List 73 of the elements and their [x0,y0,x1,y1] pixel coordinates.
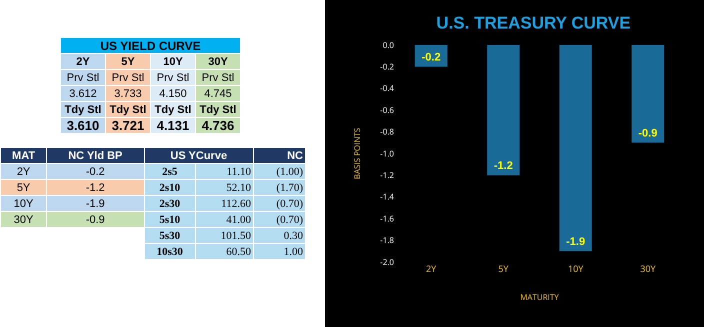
text: 4.736 [202,118,234,133]
x-tick-label: 10Y [568,262,584,275]
y-tick-label: -1.0 [380,148,394,160]
data-label: -0.9 [638,128,658,140]
y-tick-label: -0.2 [380,62,394,72]
data-label: -1.9 [566,236,586,248]
text: Prv Stl [112,72,144,84]
text: -1.2 [86,182,105,194]
text: 30Y [208,56,228,68]
text: 3.733 [114,88,142,100]
text: 1.00 [284,246,303,258]
text: 10Y [14,198,34,210]
y-tick-label: -0.8 [380,126,394,138]
y-tick-label: -1.4 [380,192,394,203]
text: 4.745 [204,88,232,100]
text: 30Y [14,214,34,226]
text: 10Y [163,56,183,68]
text: 4.131 [156,118,190,133]
text: Tdy Stl [64,104,102,116]
text: 112.60 [221,198,251,210]
text: 4.150 [159,88,187,100]
y-tick-label: -1.2 [380,170,394,181]
text: 5Y [16,182,30,194]
text: 2s10 [159,182,180,194]
text: -0.2 [86,166,105,178]
text: 2Y [76,56,90,68]
text: 5s10 [159,214,180,226]
text: 2s30 [159,198,180,210]
y-tick-label: -1.8 [380,235,394,246]
text: Tdy Stl [154,104,192,116]
text: MAT [12,150,36,162]
data-label: -0.2 [422,52,441,64]
text: NC [287,150,303,162]
y-axis-title: BASIS POINTS [352,128,363,180]
text: 0.30 [284,230,303,242]
text: Tdy Stl [200,104,236,116]
text: 101.50 [220,230,251,242]
text: 5s30 [159,230,180,242]
text: 5Y [121,56,135,68]
chart-title: U.S. TREASURY CURVE [436,13,631,32]
y-tick-label: -2.0 [380,256,394,268]
text: Prv Stl [202,72,234,84]
text: (1.70) [276,182,303,194]
text: (0.70) [276,198,303,210]
text: NC Yld BP [68,150,122,162]
text: Tdy Stl [110,104,146,116]
x-axis-title: MATURITY [520,292,560,304]
text: 3.610 [66,118,100,133]
text: 2s5 [162,166,178,178]
text: -1.9 [86,198,105,210]
y-tick-label: -0.6 [380,104,394,116]
text: 10s30 [156,246,183,258]
text: 3.612 [69,88,97,100]
data-label: -1.2 [494,160,513,172]
text: (0.70) [276,214,303,226]
text: 52.10 [226,182,251,194]
text: 3.721 [112,118,144,133]
text: 60.50 [226,246,251,258]
y-tick-label: -1.6 [380,213,394,224]
text: 11.10 [226,166,251,178]
x-tick-label: 2Y [426,262,438,275]
text: US YIELD CURVE [60,38,240,54]
text: (1.00) [276,166,303,178]
y-tick-label: -0.4 [380,83,394,94]
text: US YCurve [170,150,228,162]
text: Prv Stl [156,72,190,84]
x-tick-label: 5Y [498,262,510,275]
text: Prv Stl [66,72,100,84]
text: -0.9 [86,214,105,226]
text: 41.00 [226,214,251,226]
y-tick-label: 0.0 [382,40,394,51]
text: 2Y [16,166,30,178]
x-tick-label: 30Y [640,262,657,275]
